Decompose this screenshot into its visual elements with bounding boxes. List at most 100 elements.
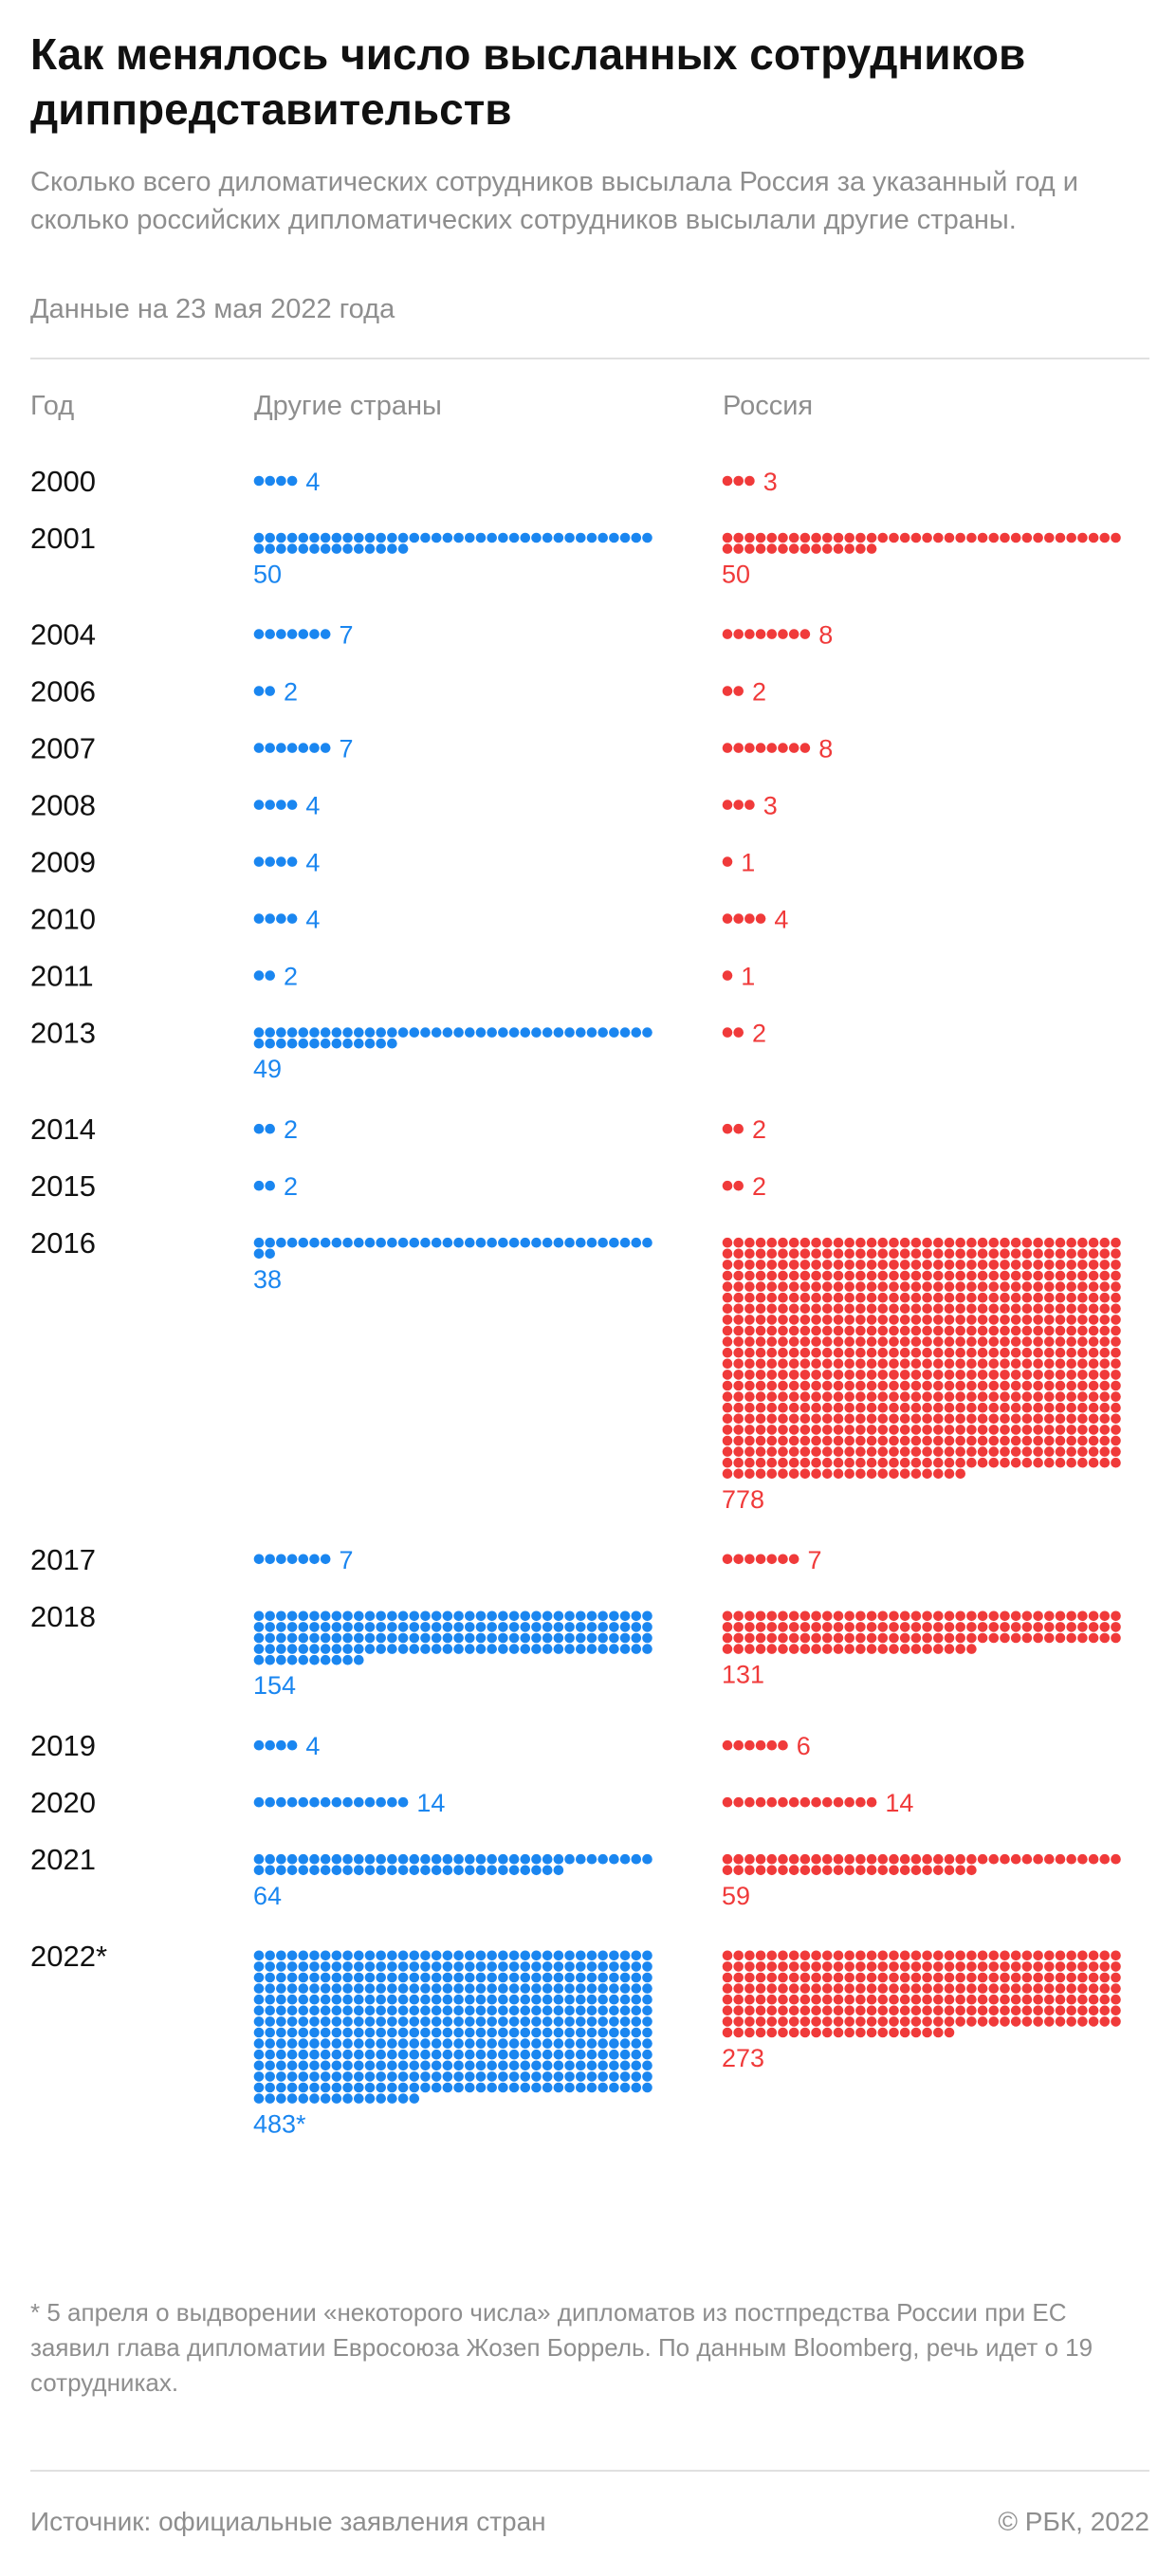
dot <box>309 2049 320 2060</box>
dot <box>453 2016 464 2027</box>
dot <box>889 1303 899 1315</box>
dot <box>788 1370 799 1380</box>
dot <box>788 1853 799 1865</box>
dot <box>354 1654 364 1665</box>
value-label: 2 <box>752 678 766 707</box>
dot <box>309 2016 320 2027</box>
dot <box>553 2071 564 2082</box>
value-label: 483* <box>253 2110 306 2139</box>
dot <box>1077 1950 1088 1961</box>
dot <box>755 1644 766 1654</box>
dot <box>966 2016 977 2027</box>
year-row: 2000 4 3 <box>30 465 778 498</box>
dot <box>811 1983 821 1994</box>
dot <box>498 1961 508 1972</box>
dot <box>387 1983 397 1994</box>
dot <box>520 1994 531 2005</box>
dot <box>733 1457 744 1468</box>
dot <box>899 1468 910 1480</box>
dot <box>899 1994 910 2005</box>
dot <box>977 1413 988 1425</box>
dot <box>1111 1303 1121 1315</box>
dot <box>1044 1248 1055 1260</box>
dot <box>811 1391 821 1402</box>
dot <box>597 2005 608 2016</box>
dot <box>977 2016 988 2027</box>
dot <box>1010 1303 1021 1315</box>
dot <box>1000 1358 1010 1370</box>
dot <box>833 1413 844 1425</box>
dot <box>889 1457 899 1468</box>
dot <box>744 629 755 639</box>
dot <box>966 1347 977 1358</box>
dot <box>508 1632 520 1644</box>
dot <box>899 1632 910 1644</box>
dot <box>1033 1853 1043 1865</box>
dot <box>899 1237 910 1248</box>
dot <box>309 532 320 543</box>
dot <box>1077 1994 1088 2005</box>
dot <box>354 1038 364 1049</box>
dot <box>955 1468 965 1480</box>
dot <box>866 2016 877 2027</box>
dot <box>811 1358 821 1370</box>
dot <box>465 1644 475 1654</box>
dot <box>1000 1457 1010 1468</box>
dot <box>498 2038 508 2049</box>
dot <box>722 1610 733 1622</box>
dot <box>331 2060 342 2071</box>
value-label: 1 <box>741 849 755 877</box>
dot <box>387 1644 397 1654</box>
series-russia: 1 <box>722 963 755 991</box>
dot <box>855 1425 866 1435</box>
dot <box>977 1610 988 1622</box>
dot <box>642 2060 652 2071</box>
dot <box>855 1413 866 1425</box>
dot <box>1088 1972 1099 1983</box>
dot <box>487 2082 497 2093</box>
dot <box>376 1237 387 1248</box>
dot <box>342 2005 353 2016</box>
dot <box>1077 1281 1088 1292</box>
dot <box>899 1972 910 1983</box>
dot <box>576 2016 586 2027</box>
dot <box>453 1853 464 1865</box>
dot <box>1099 1315 1111 1325</box>
dot <box>988 1413 1000 1425</box>
dot <box>1021 1457 1033 1468</box>
dot <box>1111 1972 1121 1983</box>
dot <box>253 1950 265 1961</box>
dot <box>766 1336 778 1347</box>
dot <box>520 1865 531 1876</box>
dot <box>922 1315 932 1325</box>
year-label: 2021 <box>30 1843 96 1876</box>
series-russia: 7 <box>722 1546 822 1574</box>
dot <box>1044 1347 1055 1358</box>
dot <box>744 1796 755 1808</box>
dot <box>1055 1281 1066 1292</box>
dot <box>442 1950 453 1961</box>
dot <box>866 1248 877 1260</box>
dot <box>531 2016 542 2027</box>
dot <box>910 1292 922 1303</box>
dot <box>1099 1260 1111 1270</box>
dot <box>1066 1457 1076 1468</box>
dot <box>553 532 564 543</box>
dot <box>265 532 276 543</box>
dot <box>1010 1446 1021 1457</box>
dot <box>397 2071 409 2082</box>
dot <box>531 1622 542 1632</box>
dot <box>844 1632 854 1644</box>
dot <box>564 1622 575 1632</box>
year-label: 2001 <box>30 522 96 555</box>
dot <box>542 2082 553 2093</box>
dot <box>844 1248 854 1260</box>
value-label: 7 <box>340 1546 354 1574</box>
series-russia: 2 <box>722 1020 766 1048</box>
dot <box>889 2016 899 2027</box>
dot <box>1055 1248 1066 1260</box>
dot <box>722 1391 733 1402</box>
dot <box>944 1270 955 1281</box>
dot <box>642 532 652 543</box>
dot <box>844 2027 854 2038</box>
